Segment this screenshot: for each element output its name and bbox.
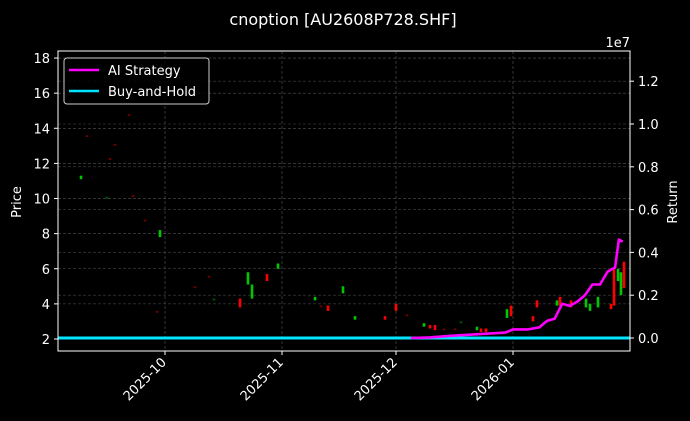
candlestick: [428, 324, 432, 329]
price-candlesticks: [79, 114, 626, 332]
candlestick: [79, 175, 83, 180]
left-tick-label: 6: [42, 263, 50, 278]
right-axis-offset-label: 1e7: [605, 36, 630, 51]
left-tick-label: 2: [42, 333, 50, 348]
right-tick-label: 0.6: [638, 204, 659, 219]
candlestick: [131, 195, 135, 197]
candlestick: [505, 309, 509, 318]
candlestick: [616, 268, 620, 282]
left-tick-label: 8: [42, 228, 50, 243]
candlestick: [609, 303, 613, 310]
candlestick: [459, 321, 463, 324]
candlestick: [127, 114, 131, 116]
candlestick: [246, 272, 250, 285]
candlestick: [158, 230, 162, 238]
candlestick: [509, 305, 513, 317]
candlestick: [453, 328, 457, 331]
candlestick: [394, 303, 398, 311]
candlestick: [433, 324, 437, 331]
legend-ai-strategy-label: AI Strategy: [108, 64, 181, 79]
right-tick-label: 1.0: [638, 118, 659, 133]
candlestick: [326, 305, 330, 311]
left-tick-label: 16: [33, 87, 50, 102]
candlestick: [612, 268, 616, 306]
left-tick-label: 4: [42, 298, 50, 313]
candlestick: [265, 274, 269, 282]
legend: AI Strategy Buy-and-Hold: [63, 57, 210, 105]
candlestick: [619, 272, 623, 296]
chart-title: cnoption [AU2608P728.SHF]: [229, 10, 456, 29]
right-tick-label: 0.8: [638, 161, 659, 176]
left-axis-title: Price: [10, 186, 25, 218]
candlestick: [341, 286, 345, 294]
candlestick: [479, 328, 483, 332]
right-tick-label: 1.2: [638, 75, 659, 90]
candlestick: [584, 298, 588, 308]
right-y-axis: 0.0 0.2 0.4 0.6 0.8 1.0 1.2: [630, 75, 659, 347]
candlestick: [442, 328, 446, 331]
ai-strategy-line: [410, 238, 624, 340]
candlestick: [319, 305, 323, 308]
right-tick-label: 0.2: [638, 289, 659, 304]
candlestick: [108, 158, 112, 160]
candlestick: [484, 328, 488, 332]
legend-box: [63, 57, 210, 105]
candlestick: [596, 296, 600, 308]
candlestick: [405, 314, 409, 317]
candlestick: [422, 323, 426, 327]
left-tick-label: 18: [33, 52, 50, 67]
candlestick: [383, 316, 387, 320]
plot-frame: [57, 50, 631, 352]
candlestick: [555, 300, 559, 306]
candlestick: [588, 303, 592, 311]
candlestick: [535, 300, 539, 308]
candlestick: [155, 310, 159, 313]
candlestick: [238, 298, 242, 308]
candlestick: [531, 316, 535, 322]
candlestick: [313, 296, 317, 301]
candlestick: [105, 196, 109, 199]
candlestick: [207, 275, 211, 278]
candlestick: [276, 263, 280, 269]
right-axis-title: Return: [666, 180, 681, 223]
left-tick-label: 14: [33, 122, 50, 137]
candlestick: [85, 135, 89, 138]
candlestick: [353, 316, 357, 320]
candlestick: [622, 261, 626, 289]
right-tick-label: 0.4: [638, 246, 659, 261]
candlestick: [212, 298, 216, 301]
candlestick: [193, 286, 197, 289]
left-y-axis: 2 4 6 8 10 12 14 16 18: [33, 52, 58, 348]
candlestick: [113, 144, 117, 146]
candlestick: [143, 219, 147, 222]
left-tick-label: 10: [33, 193, 50, 208]
candlestick: [475, 326, 479, 331]
legend-buy-and-hold-label: Buy-and-Hold: [108, 85, 196, 100]
candlestick: [250, 284, 254, 299]
left-tick-label: 12: [33, 157, 50, 172]
right-tick-label: 0.0: [638, 332, 659, 347]
candlestick: [558, 296, 562, 306]
